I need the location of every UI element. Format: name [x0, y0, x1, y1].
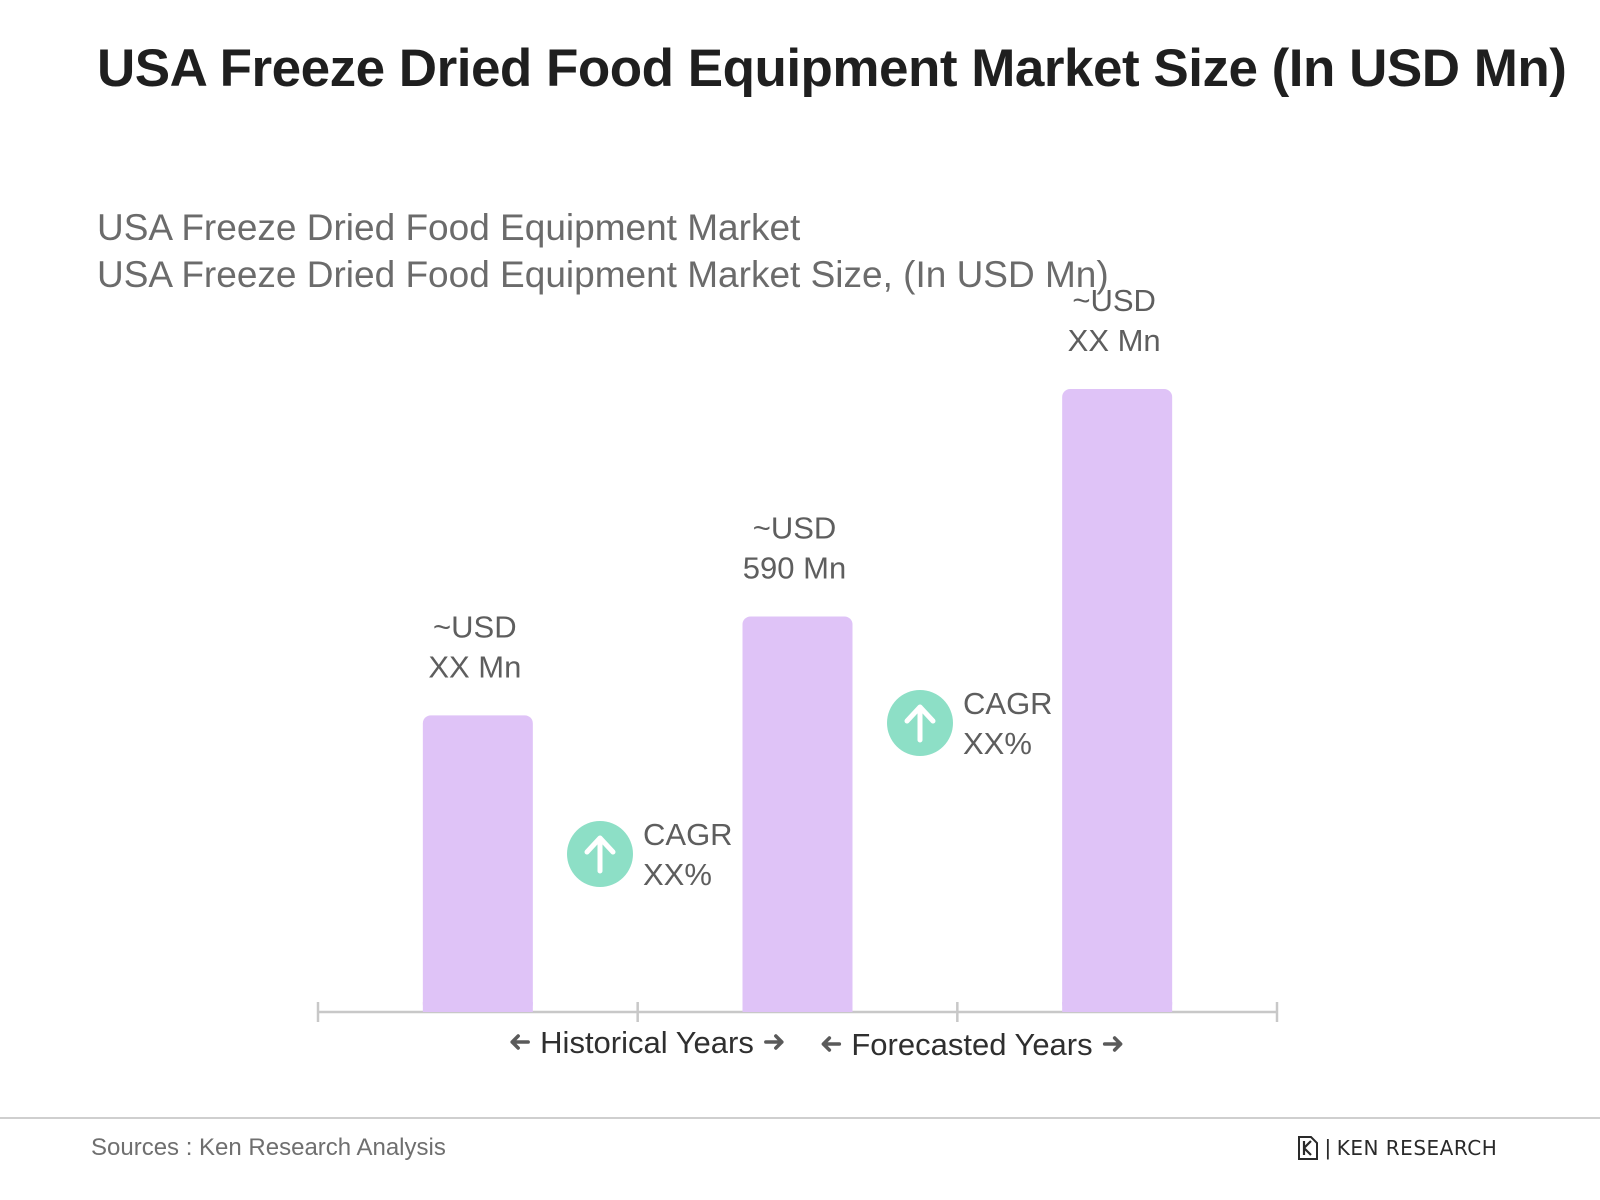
cagr-label-0: CAGR [643, 817, 733, 852]
bar-label-1-line-0: ~USD [753, 510, 837, 545]
bar-base-0 [422, 1002, 533, 1012]
arrow-up-icon [904, 704, 936, 743]
arrow-left-icon [510, 1034, 530, 1050]
ken-research-logo: | KEN RESEARCH [1297, 1135, 1497, 1161]
page-title: USA Freeze Dried Food Equipment Market S… [97, 39, 1567, 98]
period-label-1: Forecasted Years [851, 1027, 1092, 1062]
logo-separator: | [1325, 1135, 1331, 1160]
arrow-right-icon [764, 1034, 784, 1050]
bar-label-2-line-1: XX Mn [1068, 323, 1161, 358]
footer-divider [0, 1117, 1600, 1119]
period-label-0: Historical Years [540, 1025, 754, 1060]
bar-label-2-line-0: ~USD [1072, 283, 1156, 318]
subtitle-line-1: USA Freeze Dried Food Equipment Market [97, 207, 801, 248]
bar-base-1 [742, 1002, 853, 1012]
source-note: Sources : Ken Research Analysis [91, 1134, 446, 1161]
bar-base-2 [1062, 1002, 1173, 1012]
bar-label-0-line-1: XX Mn [428, 649, 521, 684]
arrow-up-icon [584, 835, 616, 874]
cagr-label-1: CAGR [963, 686, 1053, 721]
subtitle-line-2: USA Freeze Dried Food Equipment Market S… [97, 254, 1109, 295]
cagr-value-1: XX% [963, 726, 1032, 761]
bar-0 [422, 715, 533, 1012]
bar-label-1-line-1: 590 Mn [743, 550, 846, 585]
arrow-right-icon [1102, 1036, 1123, 1052]
arrow-left-icon [821, 1036, 842, 1052]
ken-research-logo-icon [1298, 1136, 1318, 1160]
bar-1 [742, 616, 853, 1012]
bar-chart: ~USD XX Mn ~USD 590 Mn ~USD XX Mn CAGR XX% CAGR X… [316, 283, 1279, 1062]
chart-subtitle: USA Freeze Dried Food Equipment Market U… [97, 204, 1109, 298]
bar-2 [1062, 389, 1173, 1012]
cagr-value-0: XX% [643, 857, 712, 892]
bar-label-0-line-0: ~USD [433, 609, 517, 644]
logo-text: KEN RESEARCH [1336, 1136, 1498, 1160]
